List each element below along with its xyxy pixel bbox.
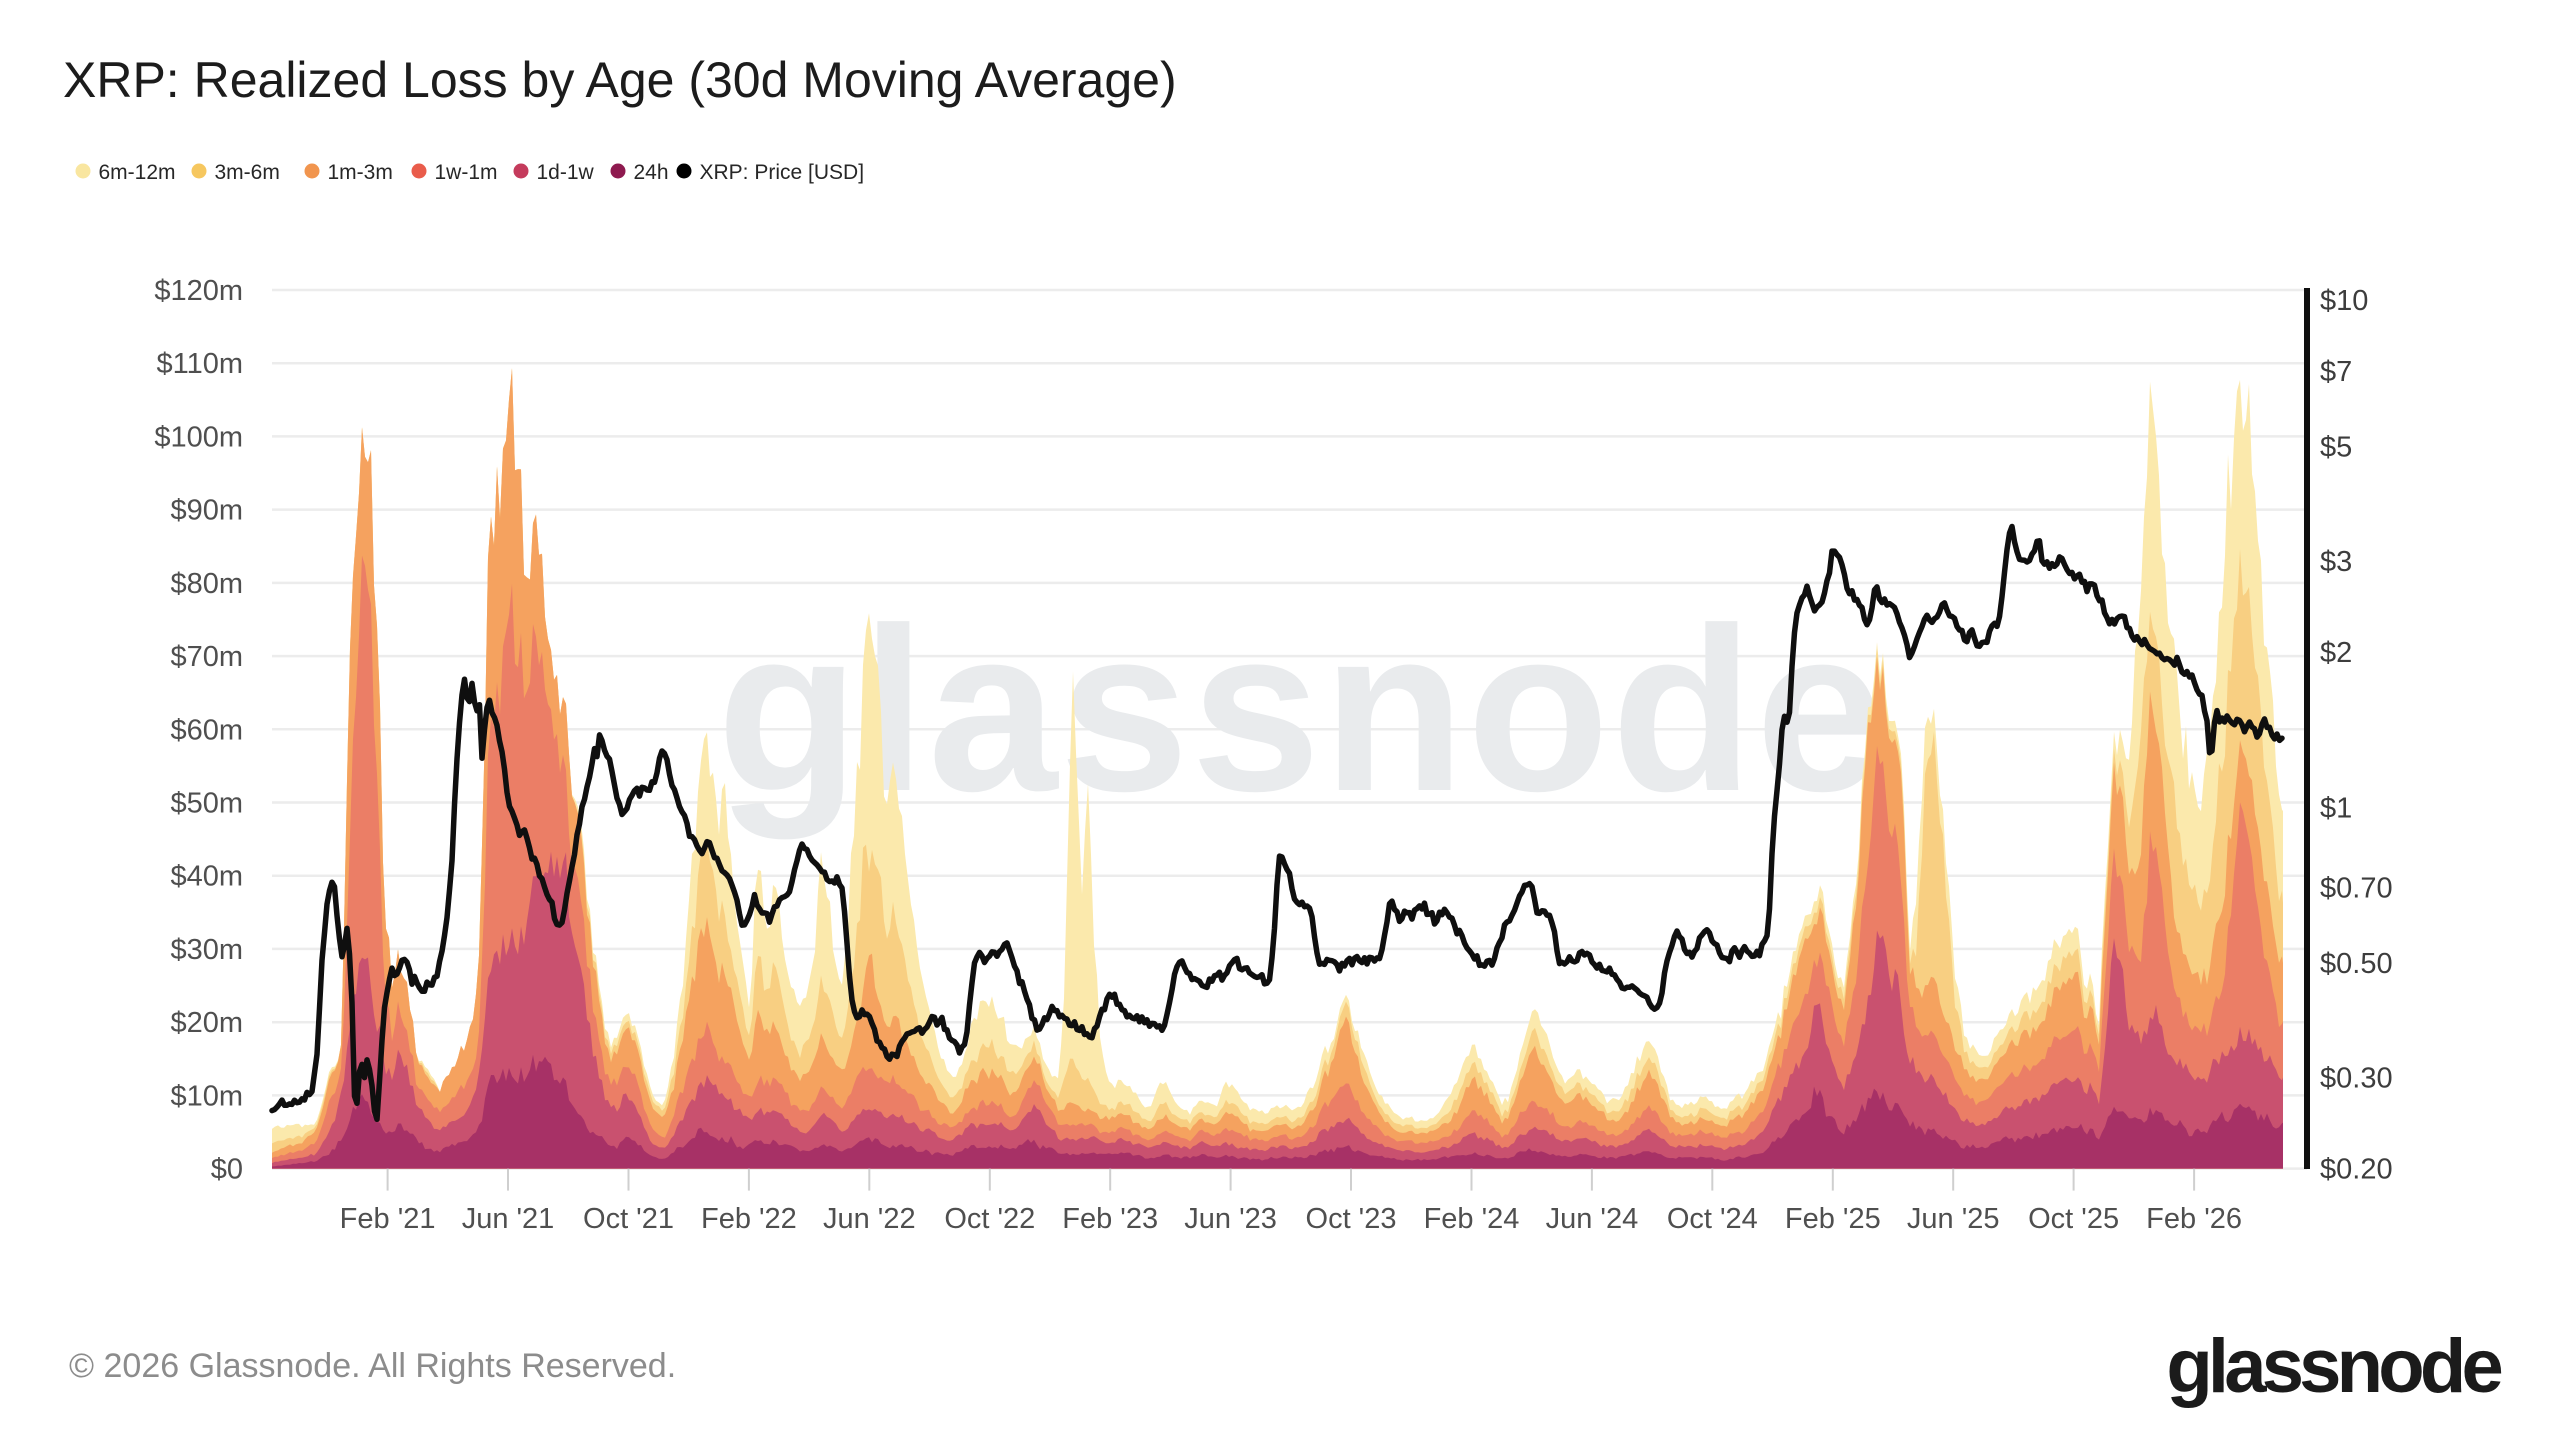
svg-text:$0: $0 [211,1154,243,1186]
svg-text:1m-3m: 1m-3m [328,161,393,184]
svg-text:$50m: $50m [170,788,243,820]
svg-text:Oct '25: Oct '25 [2028,1203,2119,1235]
svg-text:XRP: Price [USD]: XRP: Price [USD] [700,161,865,184]
svg-text:glassnode: glassnode [717,580,1887,840]
svg-text:Oct '23: Oct '23 [1306,1203,1397,1235]
svg-text:$30m: $30m [170,934,243,966]
svg-text:$20m: $20m [170,1007,243,1039]
svg-text:$40m: $40m [170,861,243,893]
svg-text:$10: $10 [2320,285,2368,317]
svg-text:24h: 24h [634,161,669,184]
svg-text:Feb '23: Feb '23 [1062,1203,1158,1235]
svg-text:$90m: $90m [170,495,243,527]
svg-text:Oct '21: Oct '21 [583,1203,674,1235]
svg-text:$80m: $80m [170,568,243,600]
svg-text:Oct '22: Oct '22 [944,1203,1035,1235]
svg-text:$0.50: $0.50 [2320,948,2393,980]
svg-text:Jun '24: Jun '24 [1546,1203,1639,1235]
svg-text:$1: $1 [2320,793,2352,825]
svg-text:Feb '25: Feb '25 [1785,1203,1881,1235]
svg-text:3m-6m: 3m-6m [215,161,280,184]
svg-text:$10m: $10m [170,1080,243,1112]
svg-text:$60m: $60m [170,714,243,746]
svg-text:$120m: $120m [154,275,243,307]
svg-text:$7: $7 [2320,356,2352,388]
svg-text:Feb '26: Feb '26 [2146,1203,2242,1235]
svg-text:1d-1w: 1d-1w [537,161,595,184]
svg-text:$0.30: $0.30 [2320,1063,2393,1095]
svg-text:$110m: $110m [156,348,243,380]
svg-text:$0.20: $0.20 [2320,1154,2393,1186]
svg-text:$2: $2 [2320,637,2352,669]
svg-text:Feb '22: Feb '22 [701,1203,797,1235]
svg-text:XRP: Realized Loss by Age (30d: XRP: Realized Loss by Age (30d Moving Av… [63,52,1177,108]
svg-text:1w-1m: 1w-1m [435,161,498,184]
svg-text:Jun '22: Jun '22 [823,1203,916,1235]
svg-text:$3: $3 [2320,546,2352,578]
svg-text:$100m: $100m [154,421,243,453]
svg-text:© 2026 Glassnode. All Rights R: © 2026 Glassnode. All Rights Reserved. [69,1347,676,1385]
svg-text:Oct '24: Oct '24 [1667,1203,1758,1235]
svg-text:$5: $5 [2320,431,2352,463]
svg-text:Jun '25: Jun '25 [1907,1203,2000,1235]
svg-text:Feb '21: Feb '21 [340,1203,436,1235]
svg-text:$0.70: $0.70 [2320,873,2393,905]
svg-text:Feb '24: Feb '24 [1424,1203,1520,1235]
svg-text:Jun '23: Jun '23 [1184,1203,1277,1235]
svg-text:6m-12m: 6m-12m [99,161,176,184]
svg-text:$70m: $70m [170,641,243,673]
svg-text:glassnode: glassnode [2166,1324,2501,1409]
svg-text:Jun '21: Jun '21 [462,1203,555,1235]
